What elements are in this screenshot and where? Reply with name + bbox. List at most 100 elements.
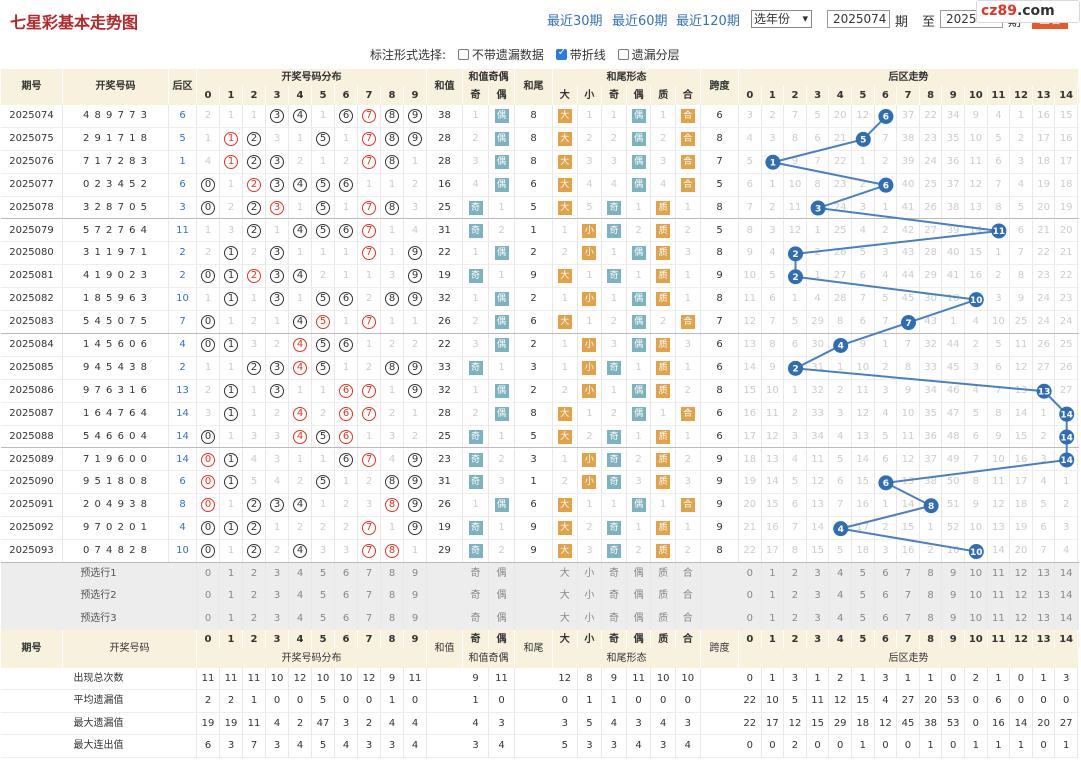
option-layer-label[interactable]: 遗漏分层 — [631, 48, 680, 62]
form-cell: 1 — [553, 356, 578, 379]
trend-cell: 24 — [1033, 288, 1056, 311]
form-cell: 质 — [651, 288, 676, 311]
miss-count: 1 — [227, 430, 235, 442]
form-cell: 偶 — [627, 105, 652, 127]
stats-form: 10 — [651, 667, 676, 690]
sum-cell: 19 — [427, 265, 463, 288]
miss-count: 2 — [561, 247, 568, 259]
trend-cell: 8 — [784, 540, 807, 562]
dist-cell: 7 — [358, 379, 381, 402]
miss-count: 1 — [791, 384, 799, 396]
trend-cell: 16 — [965, 265, 988, 288]
footer-tailform-label: 和尾形态 — [553, 648, 701, 668]
form-tag: 偶 — [631, 498, 646, 513]
dist-cell: 5 — [312, 425, 335, 448]
dist-cell: 4 — [289, 311, 312, 333]
nav-recent-60[interactable]: 最近60期 — [612, 14, 668, 29]
miss-count: 15 — [969, 247, 983, 259]
form-tag: 合 — [680, 406, 695, 421]
trend-cell: 26 — [1033, 334, 1056, 356]
form-tag: 小 — [582, 246, 597, 261]
form-tag: 质 — [656, 360, 671, 375]
span-cell: 8 — [701, 127, 739, 150]
dist-cell: 5 — [312, 219, 335, 242]
trend-cell: 34 — [920, 379, 943, 402]
trend-cell: 3 — [739, 105, 762, 127]
nav-recent-120[interactable]: 最近120期 — [676, 14, 740, 29]
trend-cell: 7 — [897, 334, 920, 356]
dist-cell: 8 — [381, 196, 404, 219]
miss-count: 1 — [561, 224, 568, 236]
option-no-miss-label[interactable]: 不带遗漏数据 — [471, 48, 544, 62]
oe-tag: 奇 — [468, 429, 483, 444]
option-polyline-label[interactable]: 带折线 — [569, 48, 606, 62]
drawn-ball: 0 — [201, 177, 215, 192]
preselect-form: 偶 — [627, 563, 652, 586]
trend-cell: 1 — [875, 494, 898, 517]
miss-count: 2 — [273, 407, 281, 419]
trend-cell: 39 — [897, 150, 920, 173]
preselect-form: 小 — [578, 585, 603, 608]
form-tag: 质 — [656, 383, 671, 398]
option-polyline-checkbox[interactable] — [555, 47, 567, 60]
form-tag: 大 — [557, 154, 572, 169]
footer-dist-label: 开奖号码分布 — [197, 648, 427, 668]
option-layer-checkbox[interactable] — [617, 49, 629, 60]
miss-count: 3 — [837, 407, 844, 419]
miss-count: 6 — [746, 178, 753, 190]
trend-cell: 3 — [762, 219, 785, 242]
back-cell: 2 — [169, 265, 197, 288]
dist-cell: 6 — [335, 288, 358, 311]
draw-cell: 1 4 5 6 0 6 — [63, 334, 169, 356]
drawn-ball: 2 — [247, 131, 261, 146]
draw-cell: 1 6 4 7 6 4 — [63, 402, 169, 425]
miss-count: 2 — [342, 155, 350, 167]
footer-trend-num: 13 — [1033, 629, 1056, 649]
year-select[interactable]: 选年份 — [751, 10, 812, 28]
miss-count: 1 — [319, 155, 327, 167]
miss-count: 2 — [498, 224, 505, 236]
tail-cell: 9 — [515, 517, 553, 540]
form-cell: 1 — [602, 105, 627, 127]
issue-from-input[interactable]: 2025074 — [827, 10, 890, 28]
drawn-ball: 9 — [408, 452, 422, 467]
miss-count: 7 — [859, 293, 866, 305]
form-tag: 奇 — [606, 475, 621, 490]
tail-cell: 1 — [515, 471, 553, 494]
dist-cell: 1 — [243, 288, 266, 311]
dist-cell: 5 — [243, 471, 266, 494]
dist-cell: 3 — [243, 425, 266, 448]
draw-cell: 4 1 9 0 2 3 — [63, 265, 169, 288]
dist-cell: 5 — [312, 127, 335, 150]
miss-count: 5 — [250, 476, 258, 488]
miss-count: 2 — [273, 545, 281, 557]
preselect-odd: 奇 — [463, 607, 489, 630]
nav-recent-30[interactable]: 最近30期 — [547, 14, 603, 29]
miss-count: 1 — [882, 339, 889, 350]
dist-cell: 3 — [266, 288, 289, 311]
issue-cell: 2025088 — [1, 425, 63, 448]
footer-digit: 8 — [381, 629, 404, 649]
miss-count: 14 — [901, 499, 915, 511]
stats-dist: 3 — [381, 735, 404, 757]
option-no-miss-checkbox[interactable] — [457, 49, 469, 60]
dist-cell: 2 — [335, 494, 358, 517]
trend-cell: 4 — [1033, 471, 1056, 494]
miss-count: 12 — [766, 430, 779, 442]
dist-cell: 2 — [243, 242, 266, 265]
drawn-ball: 1 — [224, 383, 238, 398]
data-row: 2025092 9 7 0 2 0 1 4 0 1 2 1 2 2 2 7 1 9 19 奇 1 9 大 2 奇 1 质 1… — [1, 517, 1079, 541]
form-tag: 大 — [557, 315, 572, 330]
miss-count: 7 — [791, 522, 799, 534]
miss-count: 10 — [856, 361, 870, 373]
drawn-ball: 9 — [408, 498, 422, 513]
miss-count: 2 — [561, 384, 568, 396]
trend-cell: 8 — [965, 471, 988, 494]
drawn-ball: 8 — [385, 109, 399, 123]
dist-cell: 9 — [404, 448, 427, 471]
trend-cell: 6 — [784, 494, 807, 517]
span-cell: 8 — [701, 540, 739, 562]
drawn-ball: 5 — [316, 475, 330, 490]
miss-count: 8 — [1017, 270, 1025, 282]
trend-cell: 2 — [762, 196, 785, 219]
